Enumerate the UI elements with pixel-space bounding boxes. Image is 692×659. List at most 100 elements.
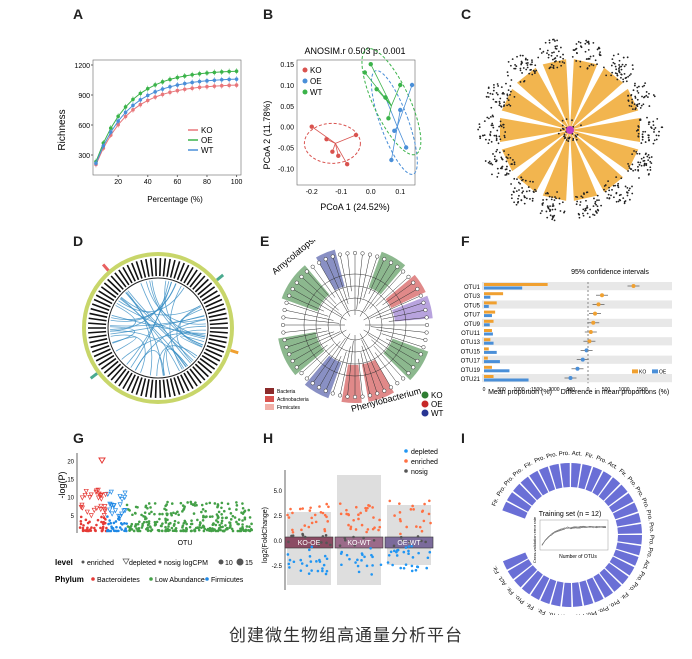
i-ring-bar bbox=[605, 562, 629, 585]
g-point bbox=[79, 522, 83, 526]
b-ellipse-wt bbox=[361, 48, 422, 156]
g-point bbox=[147, 502, 151, 505]
c-node bbox=[544, 41, 547, 44]
c-node bbox=[654, 127, 657, 129]
g-point bbox=[115, 525, 118, 529]
g-phylum-mark bbox=[149, 577, 153, 581]
g-point bbox=[208, 515, 212, 519]
c-node bbox=[626, 56, 629, 59]
i-ring-label: Pro. bbox=[496, 485, 507, 498]
c-node bbox=[518, 189, 520, 191]
g-point bbox=[241, 506, 245, 510]
g-point-depleted bbox=[88, 492, 94, 498]
i-ring-label: Fir. bbox=[536, 607, 546, 615]
c-node bbox=[563, 62, 566, 64]
c-node bbox=[521, 178, 524, 181]
c-node bbox=[616, 74, 619, 77]
g-point bbox=[242, 529, 246, 532]
f-row-bg bbox=[482, 328, 672, 337]
c-node bbox=[525, 197, 528, 200]
c-node bbox=[642, 130, 645, 133]
g-point bbox=[211, 523, 215, 527]
e-leaf-node bbox=[290, 358, 295, 364]
c-core-node bbox=[580, 124, 582, 127]
c-node bbox=[578, 216, 581, 219]
g-point bbox=[181, 529, 185, 533]
g-point-depleted bbox=[121, 508, 127, 514]
e-branch bbox=[292, 329, 347, 362]
c-node bbox=[648, 139, 650, 142]
d-chord-link bbox=[181, 325, 206, 338]
e-branch bbox=[306, 271, 337, 305]
c-node bbox=[618, 198, 621, 201]
c-node bbox=[618, 64, 621, 66]
h-point bbox=[316, 569, 320, 573]
c-node bbox=[500, 156, 503, 159]
h-point bbox=[399, 566, 403, 570]
g-point bbox=[179, 501, 183, 505]
e-leaf-node bbox=[424, 315, 429, 320]
h-point bbox=[349, 525, 353, 529]
d-sector-bar bbox=[90, 341, 109, 349]
h-point bbox=[402, 566, 406, 570]
g-point-depleted bbox=[96, 491, 102, 497]
a-legend-label: WT bbox=[201, 146, 214, 155]
g-point bbox=[202, 515, 205, 519]
b-point bbox=[362, 70, 368, 75]
i-ring-label: Pro. bbox=[626, 476, 638, 489]
i-ring-bar bbox=[616, 542, 642, 556]
h-point bbox=[362, 536, 365, 540]
g-point bbox=[201, 508, 205, 511]
c-core-node bbox=[563, 133, 566, 136]
c-node bbox=[489, 131, 492, 133]
c-node bbox=[587, 48, 590, 51]
d-sector-bar bbox=[169, 259, 176, 278]
d-sector-bar bbox=[199, 286, 216, 299]
f-diff-point bbox=[600, 293, 604, 298]
c-node bbox=[621, 63, 624, 66]
d-sector-bar bbox=[95, 294, 113, 305]
d-chord-link bbox=[110, 330, 188, 367]
h-point bbox=[339, 512, 343, 516]
d-sector-bar bbox=[110, 275, 124, 290]
c-node bbox=[584, 50, 587, 53]
h-point bbox=[300, 562, 304, 565]
g-point-depleted bbox=[88, 513, 94, 519]
e-branch bbox=[376, 329, 426, 341]
h-point bbox=[354, 561, 357, 564]
g-point bbox=[81, 526, 85, 530]
c-node bbox=[509, 93, 511, 96]
d-sector-bar bbox=[89, 312, 108, 318]
e-annotation-amycolatopsis: Amycolatopsis bbox=[270, 240, 321, 277]
g-point bbox=[181, 524, 185, 527]
c-core-node bbox=[575, 138, 578, 141]
e-branch bbox=[318, 262, 351, 317]
i-ring-label: Pro. bbox=[512, 467, 525, 479]
g-point bbox=[236, 522, 239, 526]
c-node bbox=[584, 209, 586, 212]
c-node bbox=[612, 54, 615, 57]
h-point bbox=[369, 546, 372, 550]
c-node bbox=[645, 162, 648, 165]
h-point bbox=[402, 550, 406, 554]
g-point bbox=[213, 502, 217, 505]
d-sector-bar bbox=[203, 294, 221, 305]
h-point bbox=[301, 533, 305, 537]
g-point bbox=[175, 529, 178, 533]
c-core-node bbox=[561, 124, 564, 127]
d-sector-bar bbox=[159, 258, 162, 277]
c-edge-fan bbox=[542, 59, 570, 130]
g-point bbox=[82, 524, 85, 527]
g-point bbox=[229, 512, 233, 515]
h-point bbox=[310, 545, 314, 549]
c-node bbox=[498, 104, 501, 107]
d-sector-bar bbox=[90, 307, 109, 315]
c-edge-fan bbox=[501, 130, 570, 172]
g-point bbox=[235, 504, 239, 507]
g-point bbox=[99, 526, 102, 530]
g-point-depleted bbox=[103, 492, 109, 498]
c-node bbox=[514, 63, 516, 66]
b-point bbox=[398, 107, 403, 113]
c-core-node bbox=[572, 137, 575, 140]
d-sector-bar bbox=[180, 374, 190, 392]
